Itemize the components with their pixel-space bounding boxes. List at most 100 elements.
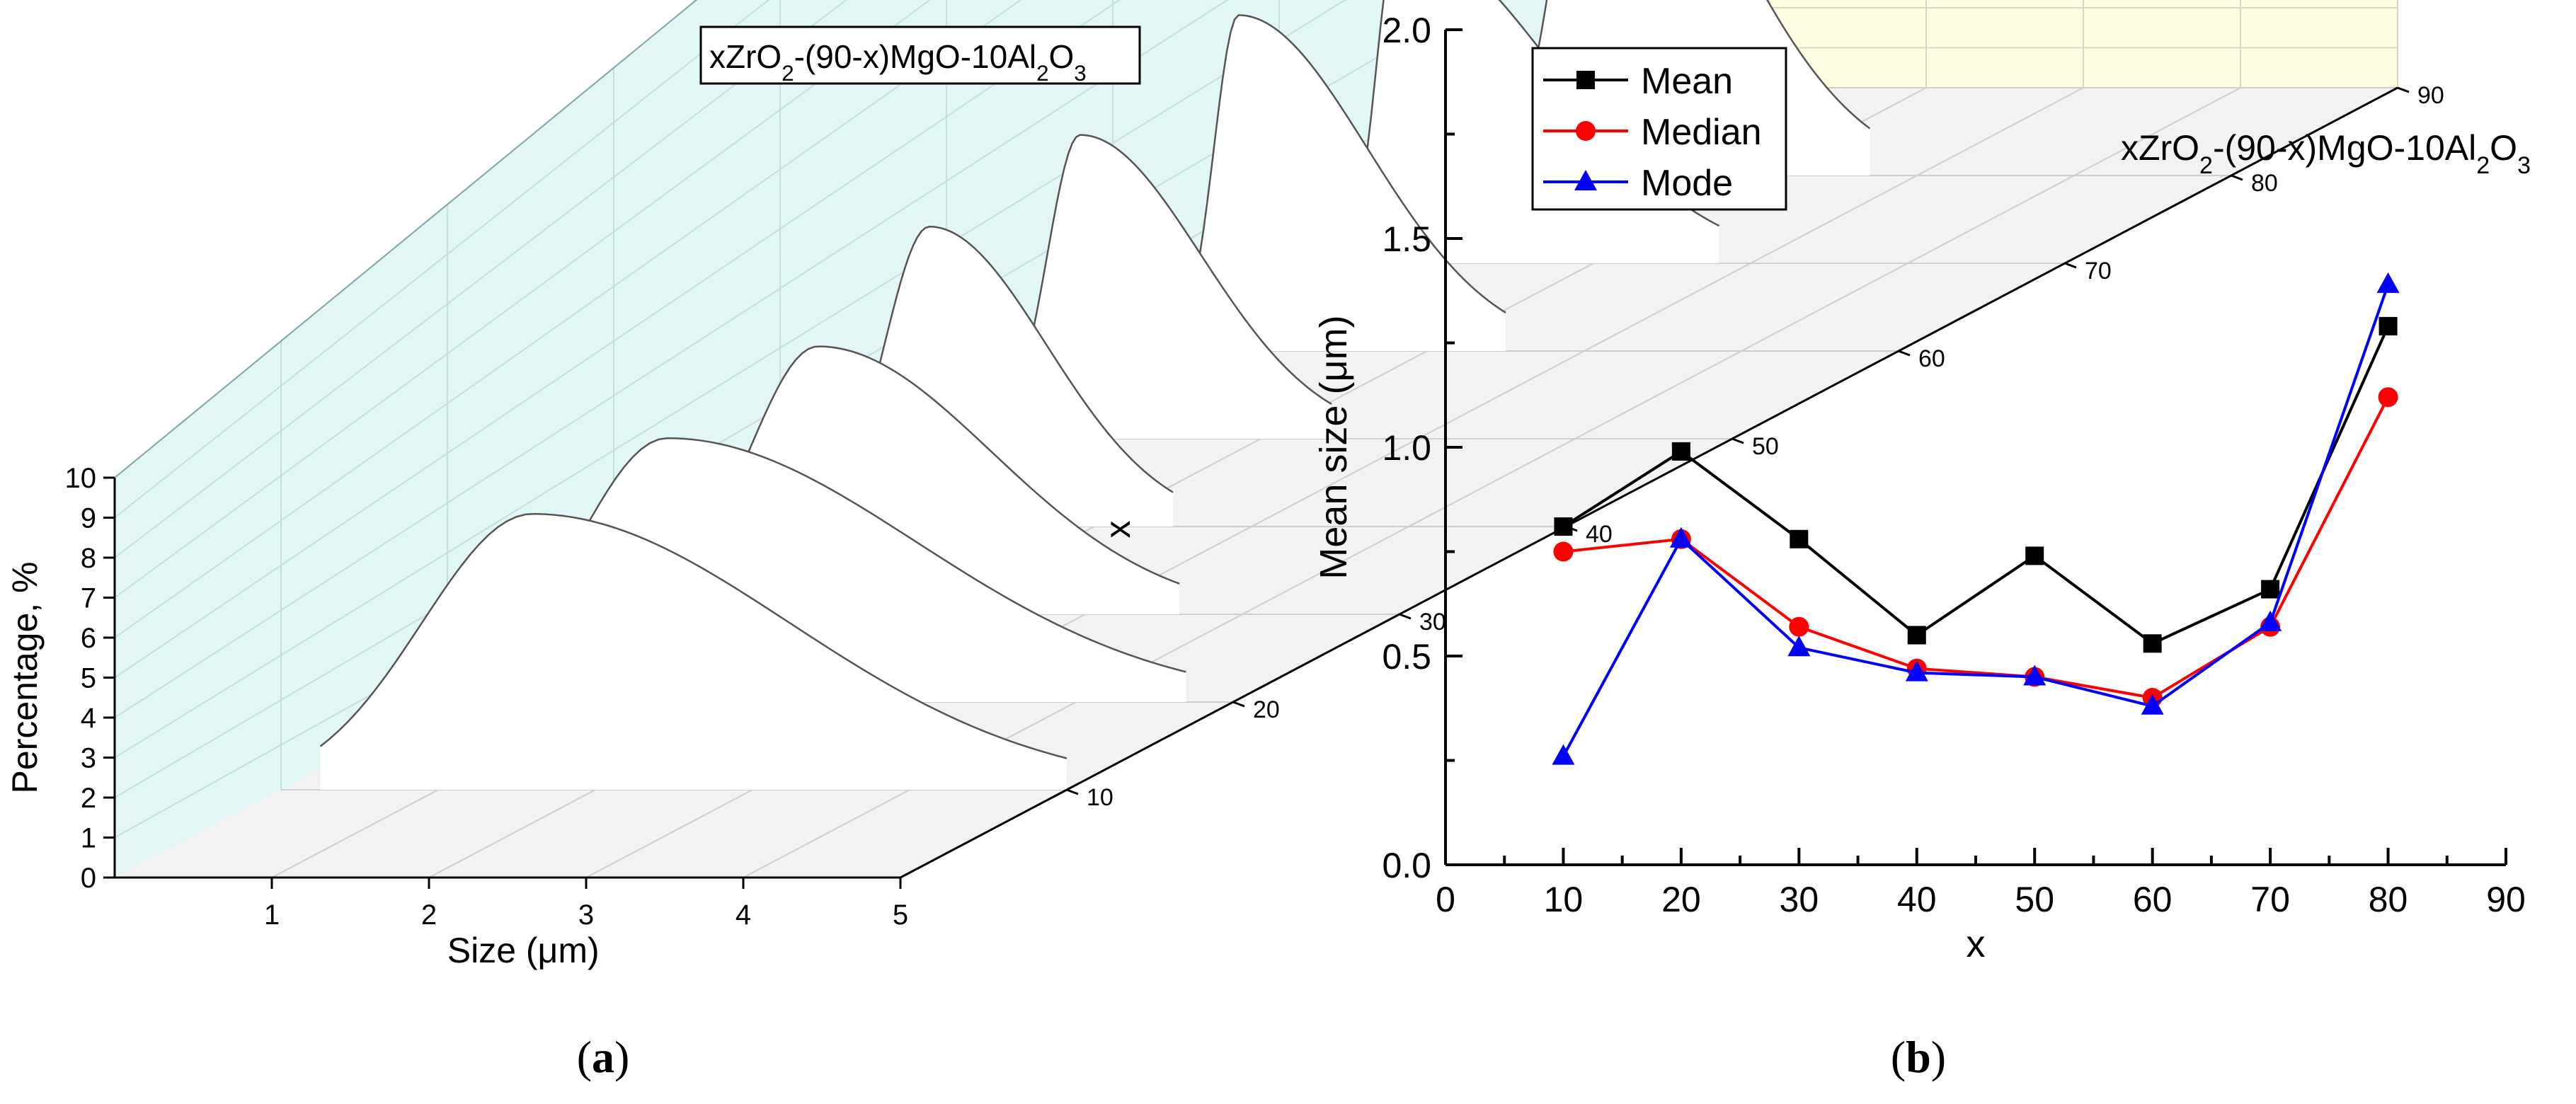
x-tick-label: 50 [2015,880,2054,919]
percentage-tick-label: 1 [81,823,96,854]
x-tick-label: 30 [1780,880,1819,919]
series-line-mean [1562,326,2390,645]
series-line-mode [1562,284,2390,757]
percentage-tick-label: 9 [81,503,96,534]
chart-b-title: xZrO2-(90-x)MgO-10Al2O3 [2121,128,2531,179]
depth-tick-label: 70 [2085,258,2112,284]
percentage-tick-label: 3 [81,743,96,774]
depth-tick [1731,437,1744,444]
series-mean [1554,316,2398,653]
percentage-tick-label: 8 [81,543,96,574]
data-point-mean [2378,316,2398,335]
x-tick-label: 0 [1436,880,1455,919]
data-point-mode [2023,665,2047,686]
x-tick-label: 40 [1897,880,1937,919]
curve-fill-x10 [320,514,1067,790]
curve-line-x30 [683,345,1180,585]
x-tick-label: 70 [2250,880,2290,919]
size-tick-label: 1 [264,899,280,931]
side-wall-grid [114,0,1347,759]
data-point-mean [1790,529,1809,548]
depth-tick [2064,262,2077,269]
legend-label-mode: Mode [1641,163,1733,204]
data-point-median [1789,616,1809,637]
depth-tick-label: 30 [1419,609,1446,636]
y-axis-label: Mean size (μm) [1312,315,1355,579]
curve-line-x40 [842,225,1174,493]
panel-b-label: (b) [1891,1032,1946,1082]
side-wall-grid [114,0,1121,679]
depth-tick [1232,701,1245,708]
data-point-mean [2025,546,2044,565]
chart-a-title: xZrO2-(90-x)MgO-10Al2O3 [709,38,1087,86]
legend-marker-mean [1576,71,1595,89]
data-point-mode [1905,660,1928,682]
data-point-median [2378,387,2398,408]
chart-a-title-box: xZrO2-(90-x)MgO-10Al2O3 [699,25,1141,86]
data-point-mode [1787,636,1811,657]
curve-fill-x60 [1191,15,1506,352]
data-point-mode [2376,272,2400,293]
series-mode [1552,272,2400,765]
curve-line-x60 [1190,14,1506,314]
panel-b-line-chart: 0.0 0.5 1.0 1.5 2.0 0 10 20 30 40 50 60 70 80 90 x Mean … [1312,11,2531,965]
size-tick-label: 2 [421,899,437,931]
legend-label-median: Median [1641,112,1762,153]
depth-tick [1898,350,1911,357]
curve-line-x50 [1016,134,1332,406]
depth-tick [2397,86,2410,93]
percentage-tick-label: 4 [81,703,96,734]
legend-label-mean: Mean [1641,61,1733,102]
depth-tick-label: 40 [1586,521,1613,548]
x-tick-label: 80 [2369,880,2408,919]
percentage-axis: 0 1 2 3 4 5 6 7 8 9 10 Percentage, % [5,463,116,894]
y-tick-label: 0.0 [1382,846,1431,885]
size-axis: 1 2 3 4 5 Size (μm) [115,876,908,970]
series-line-median [1563,396,2390,700]
depth-tick-label: 20 [1253,696,1280,723]
data-point-mean [1671,442,1690,461]
x-tick-label: 10 [1544,880,1584,919]
depth-tick-label: 80 [2251,170,2278,197]
data-point-mean [1554,517,1573,536]
y-tick-label: 2.0 [1382,11,1431,50]
y-tick-label: 1.0 [1382,428,1431,468]
size-axis-label: Size (μm) [447,931,600,970]
data-point-mode [1669,527,1693,548]
data-point-mode [2259,610,2282,631]
depth-tick [2231,174,2243,181]
percentage-tick-label: 5 [81,663,96,694]
curve-line-x80 [1523,0,1871,130]
side-wall-grid [114,0,847,558]
legend: Mean Median Mode [1531,47,1787,211]
side-wall-grid [114,0,1229,718]
x-axis-label: x [1967,923,1986,965]
data-point-median [1553,541,1574,562]
legend-marker-mode [1574,170,1597,190]
data-point-mean [1907,626,1926,645]
percentage-tick-label: 7 [81,583,96,614]
y-tick-label: 1.5 [1382,219,1431,259]
x-tick-label: 20 [1661,880,1701,919]
x-tick-label: 60 [2133,880,2173,919]
side-wall-grid [114,0,1022,638]
panel-a-label: (a) [577,1032,630,1082]
size-tick-label: 5 [893,899,908,931]
percentage-tick-label: 0 [81,863,96,894]
percentage-tick-label: 2 [81,783,96,814]
percentage-axis-label: Percentage, % [5,562,45,794]
depth-axis: 10 20 30 40 50 60 70 80 90 x [900,82,2444,879]
depth-tick-label: 60 [1918,345,1945,372]
depth-tick [1399,613,1412,620]
depth-tick [1066,788,1079,795]
data-point-mean [2261,580,2280,599]
curve-line-x20 [493,437,1186,673]
data-point-mode [2141,694,2164,715]
depth-tick-label: 50 [1752,433,1779,460]
data-point-mode [1552,744,1575,765]
data-point-mean [2143,634,2162,653]
depth-tick-label: 90 [2417,82,2444,109]
side-wall-grid [114,0,770,519]
